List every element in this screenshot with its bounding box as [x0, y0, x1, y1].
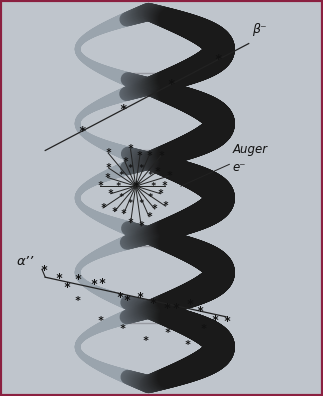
- Text: *: *: [128, 145, 133, 154]
- Text: *: *: [128, 164, 133, 173]
- Text: *: *: [121, 209, 127, 219]
- Text: *: *: [224, 315, 231, 328]
- Text: *: *: [119, 171, 124, 180]
- Text: *: *: [97, 181, 103, 191]
- Text: *: *: [146, 212, 152, 222]
- Text: *: *: [150, 297, 157, 310]
- Text: *: *: [186, 298, 193, 311]
- Text: *: *: [147, 192, 153, 202]
- Text: *: *: [138, 221, 144, 231]
- Text: *: *: [119, 103, 126, 116]
- Text: *: *: [106, 163, 111, 173]
- Text: *: *: [56, 272, 63, 285]
- Text: *: *: [100, 203, 106, 213]
- Text: *: *: [115, 182, 120, 190]
- Text: *: *: [139, 199, 144, 208]
- Text: *: *: [211, 314, 218, 327]
- Text: *: *: [167, 171, 173, 181]
- Text: *: *: [120, 324, 126, 334]
- Text: *: *: [139, 164, 144, 173]
- Text: *: *: [74, 273, 81, 286]
- Text: *: *: [117, 291, 124, 304]
- Text: *: *: [163, 302, 170, 315]
- Text: β⁻: β⁻: [252, 23, 266, 36]
- Text: *: *: [137, 291, 144, 305]
- Text: *: *: [128, 199, 133, 208]
- Text: *: *: [78, 125, 86, 138]
- Text: *: *: [173, 302, 180, 315]
- Text: α’’: α’’: [16, 255, 33, 268]
- Text: *: *: [168, 78, 175, 91]
- Text: Auger
e⁻: Auger e⁻: [233, 143, 268, 174]
- Text: *: *: [124, 294, 131, 307]
- Text: *: *: [162, 201, 169, 211]
- Text: *: *: [98, 277, 105, 290]
- Text: *: *: [142, 335, 149, 346]
- Text: *: *: [105, 173, 111, 183]
- Text: *: *: [111, 207, 118, 217]
- Text: *: *: [151, 182, 156, 190]
- Text: *: *: [152, 204, 158, 214]
- Text: *: *: [132, 180, 140, 192]
- Text: *: *: [196, 305, 203, 318]
- Text: *: *: [122, 157, 128, 167]
- Text: *: *: [105, 148, 111, 158]
- Text: *: *: [162, 181, 168, 191]
- Text: *: *: [128, 218, 133, 228]
- Text: *: *: [200, 324, 207, 334]
- Text: *: *: [119, 192, 124, 202]
- Text: *: *: [91, 278, 98, 291]
- Text: *: *: [214, 53, 222, 66]
- Text: *: *: [74, 296, 81, 306]
- Text: *: *: [147, 171, 153, 180]
- Text: *: *: [97, 316, 103, 326]
- Text: *: *: [41, 264, 48, 277]
- Text: *: *: [158, 189, 163, 199]
- Text: *: *: [146, 150, 152, 160]
- Text: *: *: [108, 189, 114, 199]
- Text: *: *: [165, 327, 171, 338]
- Text: *: *: [63, 281, 70, 294]
- Text: *: *: [137, 151, 143, 161]
- Text: *: *: [158, 150, 164, 161]
- Text: *: *: [184, 339, 191, 350]
- Text: *: *: [154, 167, 160, 177]
